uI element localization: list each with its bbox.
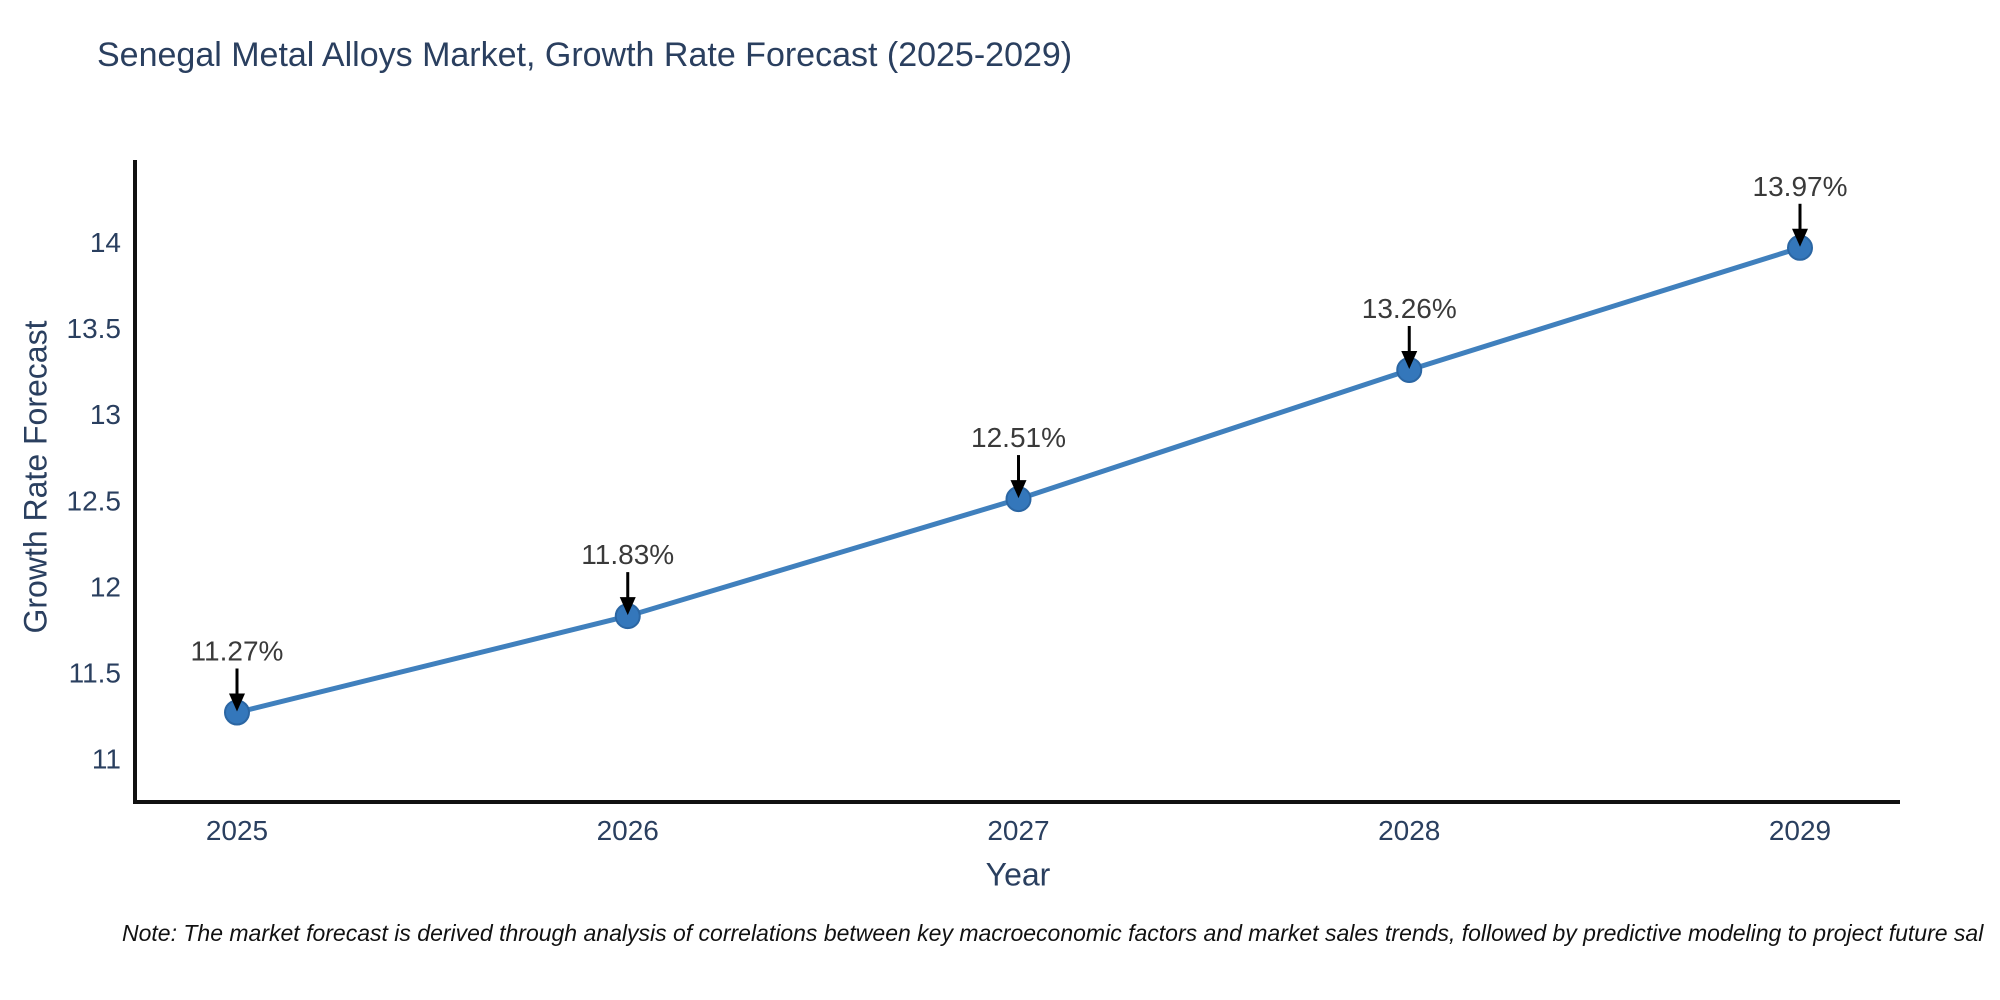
x-tick-label: 2029 (1769, 815, 1831, 846)
x-tick-label: 2026 (597, 815, 659, 846)
data-point-label: 11.27% (191, 635, 284, 666)
y-tick-label: 11.5 (69, 657, 121, 688)
data-point-label: 11.83% (581, 539, 674, 570)
y-tick-label: 13.5 (67, 313, 122, 344)
data-point-label: 12.51% (971, 422, 1066, 453)
y-tick-label: 12 (90, 571, 121, 602)
x-tick-label: 2027 (987, 815, 1049, 846)
y-tick-label: 14 (90, 227, 121, 258)
data-point-label: 13.26% (1362, 293, 1457, 324)
chart-title: Senegal Metal Alloys Market, Growth Rate… (97, 36, 1073, 74)
annotation-arrow-head (229, 693, 245, 712)
annotation-arrow-head (1792, 228, 1808, 247)
x-axis-title: Year (985, 856, 1051, 893)
x-tick-label: 2028 (1378, 815, 1440, 846)
annotation-arrow-head (1010, 480, 1027, 499)
annotation-arrow-head (619, 597, 636, 616)
x-tick-label: 2025 (206, 815, 268, 846)
y-tick-label: 13 (90, 399, 121, 430)
data-point-label: 13.97% (1753, 171, 1848, 202)
y-tick-label: 11 (92, 743, 121, 774)
y-tick-label: 12.5 (67, 485, 122, 516)
footnote: Note: The market forecast is derived thr… (122, 920, 1984, 946)
annotation-arrow-head (1401, 350, 1418, 369)
